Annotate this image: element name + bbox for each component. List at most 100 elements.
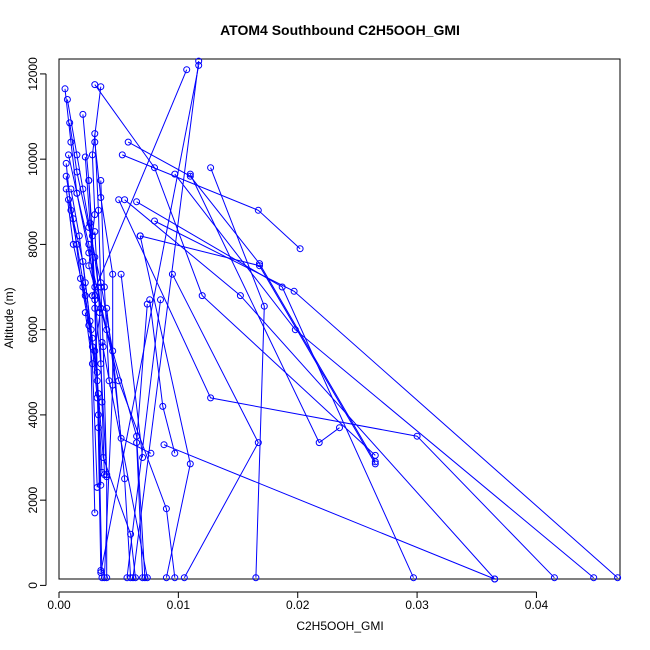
series-line-28 [118, 199, 555, 579]
data-point [168, 270, 176, 278]
series-line-13 [65, 188, 93, 339]
x-axis: 0.00 0.01 0.02 0.03 0.04 [47, 591, 549, 612]
series-line-16 [94, 231, 105, 475]
series-line-33 [149, 299, 176, 454]
data-point [133, 439, 141, 447]
data-point [371, 458, 379, 466]
data-point [98, 338, 106, 346]
data-point [195, 61, 203, 69]
data-point [171, 574, 179, 582]
data-point [207, 164, 215, 172]
series-line-14 [88, 180, 99, 428]
data-point [291, 326, 299, 334]
x-tick-label: 0.02 [286, 598, 310, 612]
data-point [103, 326, 111, 334]
chart-title: ATOM4 Southbound C2H5OOH_GMI [220, 22, 460, 38]
data-point [97, 83, 105, 91]
data-point [73, 240, 81, 248]
series-line-35 [126, 299, 161, 578]
data-point [131, 574, 139, 582]
data-point [62, 185, 70, 193]
series-line-24 [124, 199, 496, 580]
data-point [91, 292, 99, 300]
data-point [118, 151, 126, 159]
data-point [186, 460, 194, 468]
data-point [73, 151, 81, 159]
data-point [81, 153, 89, 161]
data-point [85, 223, 93, 231]
data-point [100, 283, 108, 291]
series-line-30 [189, 173, 340, 444]
data-point [73, 168, 81, 176]
series-line-38 [139, 235, 191, 578]
data-point [79, 110, 87, 118]
series-layer [64, 61, 618, 580]
data-point [97, 567, 105, 574]
data-point [127, 574, 135, 582]
data-point [171, 170, 179, 178]
data-point [91, 81, 99, 89]
y-tick-label: 4000 [26, 401, 40, 428]
data-point [139, 574, 147, 582]
data-point [88, 334, 96, 342]
data-point [195, 57, 203, 65]
data-point [97, 279, 105, 287]
data-point [133, 198, 141, 206]
data-point [88, 343, 96, 351]
data-point [79, 258, 87, 265]
x-tick-label: 0.04 [525, 598, 549, 612]
data-point [81, 292, 89, 300]
series-line-37 [120, 274, 144, 458]
series-line-18 [132, 61, 200, 578]
data-point [97, 177, 105, 184]
data-point [93, 394, 101, 402]
data-point [186, 172, 194, 180]
data-point [97, 360, 105, 368]
series-line-21 [94, 84, 376, 456]
data-point [93, 368, 101, 376]
data-point [67, 206, 75, 214]
series-line-31 [210, 167, 265, 578]
series-line-39 [106, 308, 152, 454]
data-point [61, 85, 69, 93]
data-point [109, 270, 117, 278]
data-point [69, 215, 77, 223]
data-point [162, 574, 170, 582]
data-point [590, 574, 598, 582]
data-point [183, 66, 191, 74]
data-point [186, 170, 194, 178]
data-point [96, 309, 104, 317]
data-point [94, 206, 102, 214]
data-point [315, 439, 323, 447]
series-line-29 [174, 173, 595, 579]
data-point [91, 228, 99, 236]
data-point [115, 196, 123, 204]
data-point [117, 434, 125, 442]
data-point [97, 194, 105, 201]
data-point [81, 309, 89, 317]
data-point [77, 275, 84, 282]
y-tick-label: 0 [26, 582, 40, 589]
data-point [91, 509, 99, 517]
data-point [94, 424, 102, 432]
data-point [109, 381, 117, 389]
data-point [85, 262, 93, 270]
data-point [98, 468, 106, 476]
data-point [371, 460, 379, 468]
data-point [75, 232, 83, 240]
y-axis-label: Altitude (m) [2, 287, 16, 348]
data-point [278, 283, 286, 291]
data-point [91, 130, 99, 138]
data-point [147, 449, 155, 457]
data-point [85, 249, 93, 257]
data-point [103, 304, 111, 312]
series-line-4 [82, 114, 103, 578]
data-point [151, 217, 158, 225]
data-point [87, 326, 95, 334]
data-point [143, 574, 151, 582]
data-point [79, 283, 87, 291]
series-line-22 [127, 141, 376, 463]
data-point [198, 292, 206, 300]
x-axis-label: C2H5OOH_GMI [296, 619, 383, 633]
